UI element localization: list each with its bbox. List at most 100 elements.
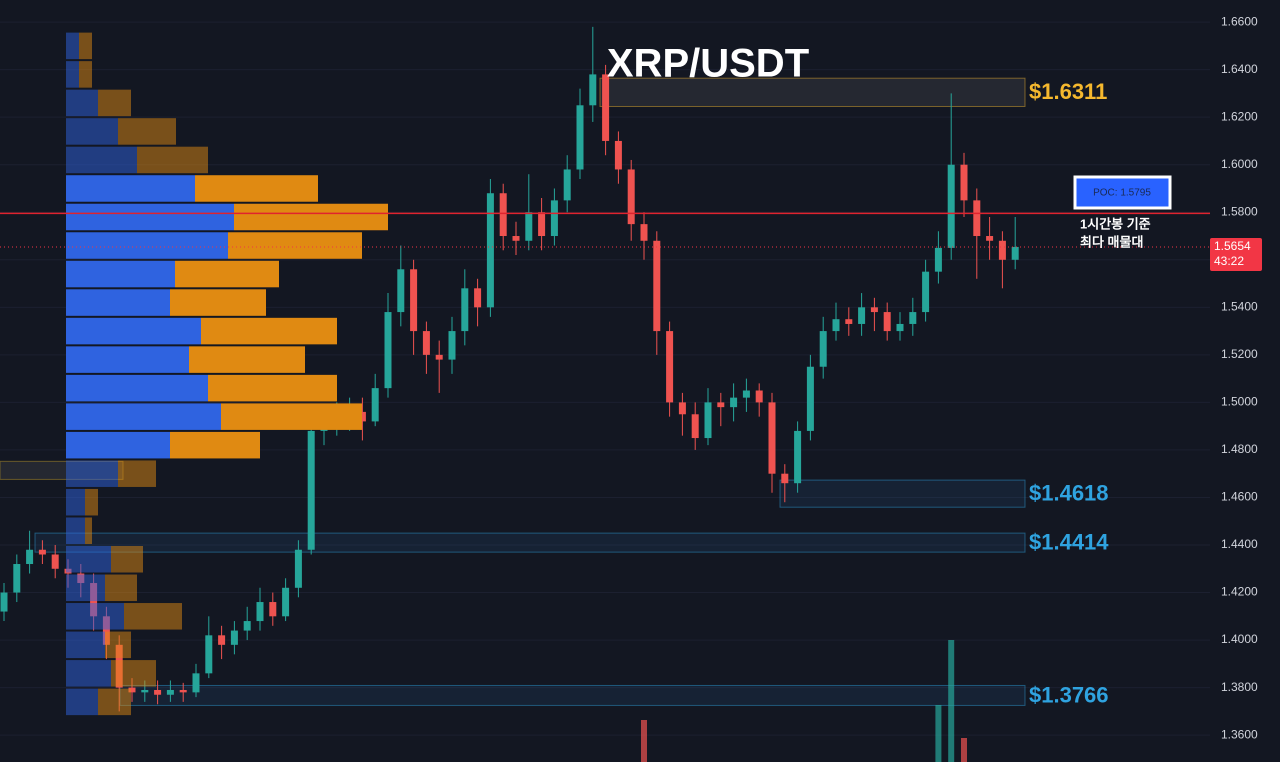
profile-sell <box>175 260 279 288</box>
y-tick-label: 1.5400 <box>1221 299 1258 313</box>
volume-bar <box>961 738 967 762</box>
zone-label: $1.6311 <box>1029 79 1107 104</box>
last-price-box <box>1210 237 1262 271</box>
candle-body <box>422 331 430 355</box>
candle-body <box>973 200 981 237</box>
candle-body <box>602 74 610 141</box>
profile-buy <box>66 431 170 459</box>
candle-body <box>563 169 571 201</box>
candle-body <box>576 105 584 170</box>
candle-body <box>102 616 110 645</box>
candle-body <box>13 564 21 593</box>
candle-body <box>806 366 814 431</box>
candle-body <box>896 323 904 332</box>
candle-body <box>230 630 238 645</box>
zone-box <box>599 77 1026 107</box>
candle-body <box>742 390 750 398</box>
candle-body <box>51 554 59 569</box>
y-tick-label: 1.5000 <box>1221 395 1258 409</box>
zone-box <box>779 479 1026 508</box>
candle-body <box>474 288 482 308</box>
candle-body <box>205 635 213 674</box>
candle-body <box>269 602 277 617</box>
candle-body <box>640 224 648 241</box>
profile-sell <box>85 517 92 544</box>
candle-body <box>550 200 558 237</box>
price-axis: 1.3600 1.3800 1.4000 1.4200 1.4400 1.4600 1.48… <box>1210 14 1262 741</box>
candle-body <box>397 269 405 313</box>
profile-sell <box>79 61 92 88</box>
profile-buy <box>66 289 170 316</box>
labels: $1.6311 $1.4618 $1.4414 $1.3766 POC: 1.5795 1… <box>1029 79 1172 707</box>
candle-body <box>26 549 34 565</box>
profile-buy <box>66 118 118 145</box>
candle-body <box>717 402 725 408</box>
candle-body <box>38 549 46 555</box>
candle-body <box>986 236 994 241</box>
candle-body <box>960 164 968 201</box>
profile-buy <box>66 460 118 487</box>
candle-body <box>704 402 712 439</box>
profile-sell <box>111 660 156 687</box>
zone-label: $1.4618 <box>1029 480 1109 505</box>
profile-sell <box>98 688 131 716</box>
profile-sell <box>105 574 137 602</box>
candle-body <box>653 240 661 332</box>
profile-buy <box>66 545 111 573</box>
profile-buy <box>66 61 79 88</box>
volume-profile <box>66 32 388 716</box>
poc-box <box>1073 175 1172 210</box>
profile-sell <box>98 89 131 117</box>
candle-body <box>947 164 955 248</box>
candle-body <box>448 331 456 360</box>
y-tick-label: 1.5800 <box>1221 204 1258 218</box>
profile-buy <box>66 32 79 60</box>
candle-body <box>358 411 366 422</box>
profile-sell <box>189 346 305 373</box>
candle-body <box>218 635 226 645</box>
candles <box>0 26 1019 712</box>
candle-body <box>435 354 443 360</box>
annotation: 1시간봉 기준 <box>1080 216 1151 231</box>
zones <box>0 77 1026 706</box>
profile-buy <box>66 517 85 544</box>
profile-sell <box>228 232 362 259</box>
candle-body <box>486 193 494 308</box>
candle-body <box>192 673 200 693</box>
profile-sell <box>118 118 176 145</box>
volume-bar <box>948 640 955 762</box>
profile-sell <box>201 317 337 345</box>
candle-body <box>410 269 418 332</box>
profile-buy <box>66 317 201 345</box>
y-tick-label: 1.6200 <box>1221 109 1258 123</box>
candle-body <box>858 307 866 324</box>
annotation: 최다 매물대 <box>1080 234 1143 249</box>
candle-body <box>794 430 802 484</box>
last-price-label: 1.5654 <box>1214 239 1251 253</box>
candle-body <box>538 212 546 237</box>
profile-sell <box>79 32 92 60</box>
profile-sell <box>234 203 388 231</box>
candle-body <box>730 397 738 408</box>
candle-body <box>589 74 597 106</box>
profile-buy <box>66 688 98 716</box>
profile-buy <box>66 146 137 174</box>
candle-body <box>256 602 264 622</box>
y-tick-label: 1.3800 <box>1221 680 1258 694</box>
volume-bar <box>935 705 942 762</box>
countdown-label: 43:22 <box>1214 254 1244 268</box>
profile-buy <box>66 89 98 117</box>
candle-body <box>666 331 674 403</box>
profile-buy <box>66 203 234 231</box>
profile-buy <box>66 603 124 630</box>
y-tick-label: 1.4000 <box>1221 632 1258 646</box>
y-tick-label: 1.5200 <box>1221 347 1258 361</box>
profile-buy <box>66 346 189 373</box>
profile-sell <box>208 374 337 402</box>
candle-body <box>768 402 776 474</box>
y-tick-label: 1.3600 <box>1221 727 1258 741</box>
candle-body <box>627 169 635 225</box>
y-tick-label: 1.6400 <box>1221 62 1258 76</box>
overlay-lines <box>0 212 1210 248</box>
